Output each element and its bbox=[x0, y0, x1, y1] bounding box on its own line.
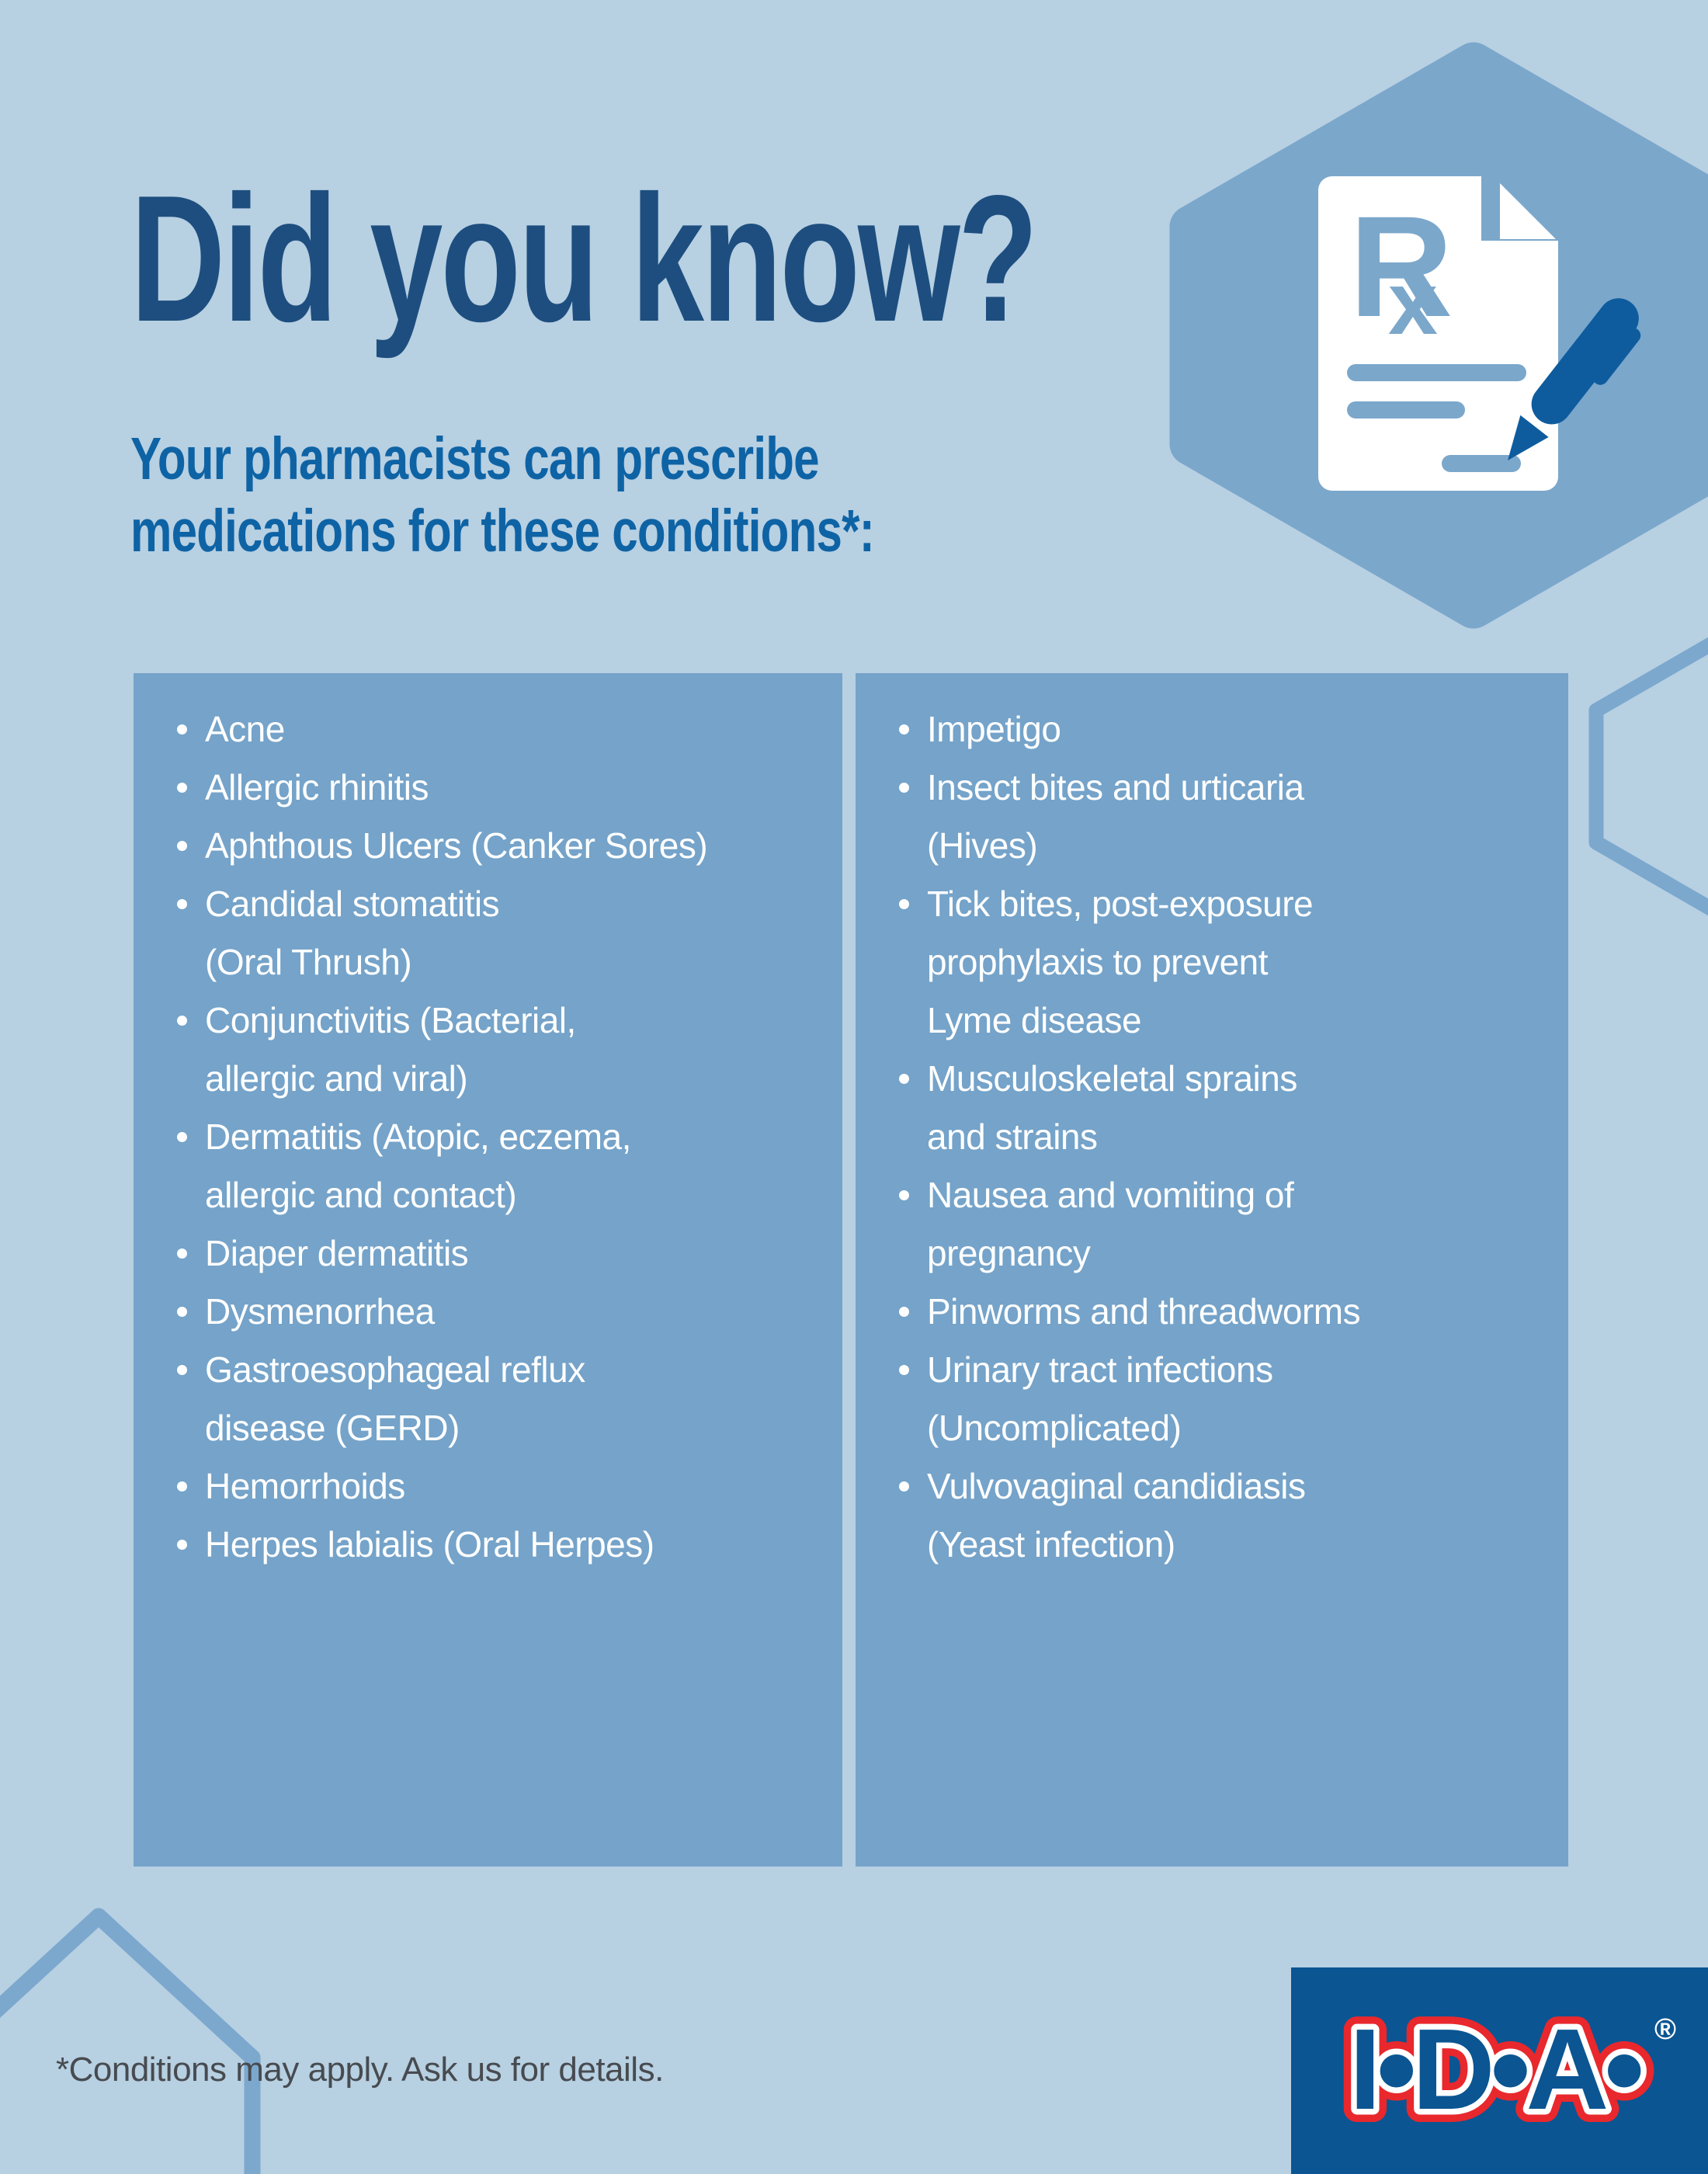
footer-disclaimer: *Conditions may apply. Ask us for detail… bbox=[56, 2051, 664, 2089]
pen-body bbox=[1531, 298, 1639, 425]
condition-list-item: Vulvovaginal candidiasis (Yeast infectio… bbox=[899, 1457, 1537, 1574]
outline-hexagon-right bbox=[1588, 637, 1708, 915]
condition-list-item: Diaper dermatitis bbox=[177, 1224, 811, 1283]
condition-list-item: Tick bites, post-exposure prophylaxis to… bbox=[899, 875, 1537, 1050]
page-title: Did you know? bbox=[130, 158, 1038, 359]
condition-list-item: Urinary tract infections (Uncomplicated) bbox=[899, 1341, 1537, 1457]
condition-text: Acne bbox=[205, 709, 285, 749]
bullet-dot-icon bbox=[899, 1307, 909, 1317]
condition-list-item: Candidal stomatitis (Oral Thrush) bbox=[177, 875, 811, 991]
bullet-dot-icon bbox=[899, 783, 909, 793]
conditions-list-right: Impetigo Insect bites and urticaria (Hive… bbox=[856, 673, 1568, 1574]
bullet-dot-icon bbox=[177, 1132, 187, 1142]
condition-text: Conjunctivitis (Bacterial, allergic and … bbox=[205, 1000, 576, 1099]
condition-text: Pinworms and threadworms bbox=[927, 1291, 1361, 1332]
condition-list-item: Gastroesophageal reflux disease (GERD) bbox=[177, 1341, 811, 1457]
bullet-dot-icon bbox=[899, 1074, 909, 1084]
condition-list-item: Dysmenorrhea bbox=[177, 1283, 811, 1341]
condition-list-item: Acne bbox=[177, 700, 811, 759]
condition-list-item: Dermatitis (Atopic, eczema, allergic and… bbox=[177, 1108, 811, 1224]
condition-list-item: Conjunctivitis (Bacterial, allergic and … bbox=[177, 991, 811, 1108]
pen-nib bbox=[1508, 415, 1549, 460]
bullet-dot-icon bbox=[177, 899, 187, 909]
condition-list-item: Aphthous Ulcers (Canker Sores) bbox=[177, 817, 811, 875]
bullet-dot-icon bbox=[177, 783, 187, 793]
condition-list-item: Insect bites and urticaria (Hives) bbox=[899, 759, 1537, 875]
ida-logo-red-outline: I•D•A• bbox=[1349, 2006, 1642, 2134]
bullet-dot-icon bbox=[899, 899, 909, 909]
condition-text: Impetigo bbox=[927, 709, 1061, 749]
condition-text: Dermatitis (Atopic, eczema, allergic and… bbox=[205, 1117, 631, 1215]
condition-list-item: Herpes labialis (Oral Herpes) bbox=[177, 1516, 811, 1574]
bullet-dot-icon bbox=[177, 841, 187, 851]
ida-logo-letters: I•D•A• bbox=[1349, 2006, 1642, 2134]
outline-hexagon-bottom-left bbox=[0, 1908, 261, 2174]
condition-list-item: Allergic rhinitis bbox=[177, 759, 811, 817]
bullet-dot-icon bbox=[177, 1016, 187, 1026]
condition-list-item: Pinworms and threadworms bbox=[899, 1283, 1537, 1341]
ida-logo-white-outline: I•D•A• bbox=[1349, 2006, 1642, 2134]
hexagon-shape bbox=[1169, 42, 1708, 629]
condition-list-item: Musculoskeletal sprains and strains bbox=[899, 1050, 1537, 1166]
hexagon-badge: R x bbox=[1169, 42, 1708, 629]
bullet-dot-icon bbox=[177, 1540, 187, 1550]
document-page bbox=[1318, 176, 1558, 491]
condition-text: Insect bites and urticaria (Hives) bbox=[927, 767, 1304, 866]
condition-text: Herpes labialis (Oral Herpes) bbox=[205, 1524, 654, 1565]
bullet-dot-icon bbox=[899, 1365, 909, 1375]
bullet-dot-icon bbox=[177, 724, 187, 735]
pen-clip bbox=[1592, 328, 1641, 385]
condition-text: Gastroesophageal reflux disease (GERD) bbox=[205, 1349, 585, 1448]
prescription-document-icon: R x bbox=[1318, 176, 1558, 491]
subtitle-line-1: Your pharmacists can prescribe bbox=[130, 425, 820, 492]
pen-icon bbox=[1508, 298, 1641, 460]
page-subtitle: Your pharmacists can prescribe medicatio… bbox=[130, 423, 875, 568]
document-fold-corner bbox=[1500, 183, 1556, 239]
ida-logo: I•D•A• I•D•A• I•D•A• ® bbox=[1291, 1967, 1708, 2174]
rx-symbol-r: R bbox=[1349, 187, 1453, 347]
bullet-dot-icon bbox=[899, 724, 909, 735]
rx-symbol-x: x bbox=[1388, 254, 1438, 353]
bullet-dot-icon bbox=[177, 1481, 187, 1492]
condition-text: Diaper dermatitis bbox=[205, 1233, 469, 1273]
condition-list-item: Hemorrhoids bbox=[177, 1457, 811, 1516]
condition-list-item: Nausea and vomiting of pregnancy bbox=[899, 1166, 1537, 1283]
condition-text: Allergic rhinitis bbox=[205, 767, 429, 807]
condition-list-item: Impetigo bbox=[899, 700, 1537, 759]
bullet-dot-icon bbox=[899, 1481, 909, 1492]
condition-text: Candidal stomatitis (Oral Thrush) bbox=[205, 884, 500, 982]
conditions-panel-left: Acne Allergic rhinitis Aphthous Ulcers (Ca… bbox=[134, 673, 842, 1867]
conditions-list-left: Acne Allergic rhinitis Aphthous Ulcers (Ca… bbox=[134, 673, 842, 1574]
condition-text: Urinary tract infections (Uncomplicated) bbox=[927, 1349, 1273, 1448]
condition-text: Tick bites, post-exposure prophylaxis to… bbox=[927, 884, 1314, 1040]
bullet-dot-icon bbox=[899, 1190, 909, 1200]
bullet-dot-icon bbox=[177, 1307, 187, 1317]
condition-text: Dysmenorrhea bbox=[205, 1291, 435, 1332]
subtitle-line-2: medications for these conditions*: bbox=[130, 498, 875, 564]
condition-text: Musculoskeletal sprains and strains bbox=[927, 1058, 1297, 1157]
conditions-panel-right: Impetigo Insect bites and urticaria (Hive… bbox=[856, 673, 1568, 1867]
bullet-dot-icon bbox=[177, 1365, 187, 1375]
condition-text: Aphthous Ulcers (Canker Sores) bbox=[205, 825, 708, 866]
bullet-dot-icon bbox=[177, 1248, 187, 1259]
condition-text: Vulvovaginal candidiasis (Yeast infectio… bbox=[927, 1466, 1306, 1565]
condition-text: Hemorrhoids bbox=[205, 1466, 405, 1506]
registered-trademark-symbol: ® bbox=[1654, 2013, 1676, 2046]
ida-logo-art: I•D•A• I•D•A• I•D•A• ® bbox=[1336, 1992, 1676, 2147]
condition-text: Nausea and vomiting of pregnancy bbox=[927, 1175, 1294, 1273]
